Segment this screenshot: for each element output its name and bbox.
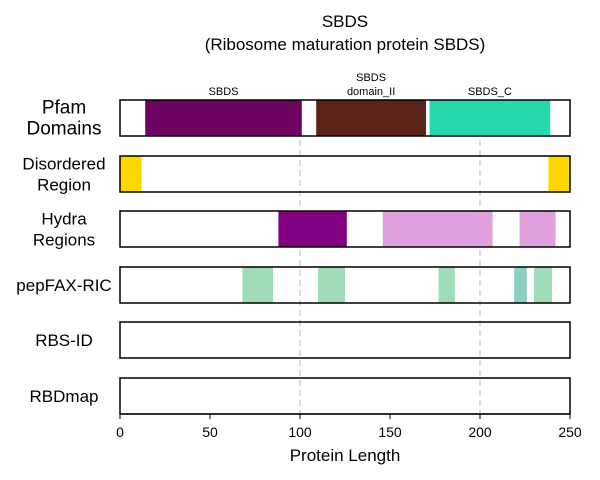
segment-pfam-2 <box>429 100 551 136</box>
segment-hydra-1 <box>382 211 493 247</box>
track-frame-hydra <box>119 210 571 248</box>
segment-pepfax-2 <box>438 267 455 303</box>
track-rbsid: RBS-ID <box>35 321 571 359</box>
chart-title: SBDS <box>322 12 368 31</box>
track-frame-pepfax <box>119 266 571 304</box>
segment-pepfax-3 <box>514 267 527 303</box>
track-frame-pfam <box>119 99 571 137</box>
x-tick-label-50: 50 <box>202 424 218 440</box>
x-axis-label: Protein Length <box>290 446 401 465</box>
x-tick-label-0: 0 <box>116 424 124 440</box>
row-label-hydra-0: Hydra <box>41 210 87 229</box>
track-pepfax: pepFAX-RIC <box>16 266 571 304</box>
row-label-pepfax-0: pepFAX-RIC <box>16 276 111 295</box>
segment-pepfax-4 <box>534 267 552 303</box>
x-tick-label-200: 200 <box>468 424 492 440</box>
segment-disordered-1 <box>548 156 570 192</box>
track-disordered: Disordered Region <box>22 155 571 195</box>
domain-label-0-0: SBDS <box>209 86 239 98</box>
row-label-hydra-1: Regions <box>33 231 95 250</box>
domain-label-1-0: SBDS <box>356 72 386 84</box>
segment-disordered-0 <box>120 156 142 192</box>
track-hydra: Hydra Regions <box>33 210 571 250</box>
segment-hydra-2 <box>519 211 556 247</box>
row-label-disordered-1: Region <box>37 176 91 195</box>
row-label-rbdmap-0: RBDmap <box>30 387 99 406</box>
segment-pfam-1 <box>316 100 426 136</box>
track-frame-rbsid <box>119 321 571 359</box>
track-frame-rbdmap <box>119 377 571 415</box>
row-label-disordered-0: Disordered <box>22 155 105 174</box>
track-frame-disordered <box>119 155 571 193</box>
chart-subtitle: (Ribosome maturation protein SBDS) <box>205 35 486 54</box>
domain-label-2-0: SBDS_C <box>468 86 512 98</box>
x-tick-label-100: 100 <box>288 424 312 440</box>
row-label-rbsid-0: RBS-ID <box>35 331 93 350</box>
x-axis: 0 50 100 150 200 250 <box>116 413 582 440</box>
segment-hydra-0 <box>278 211 347 247</box>
gridlines <box>299 100 481 414</box>
domain-label-1-1: domain_II <box>347 86 395 98</box>
segment-pepfax-0 <box>242 267 273 303</box>
segment-pfam-0 <box>145 100 302 136</box>
row-label-pfam-1: Domains <box>27 119 102 140</box>
x-tick-label-250: 250 <box>558 424 582 440</box>
x-tick-label-150: 150 <box>378 424 402 440</box>
segment-pepfax-1 <box>318 267 345 303</box>
row-label-pfam-0: Pfam <box>42 98 86 119</box>
